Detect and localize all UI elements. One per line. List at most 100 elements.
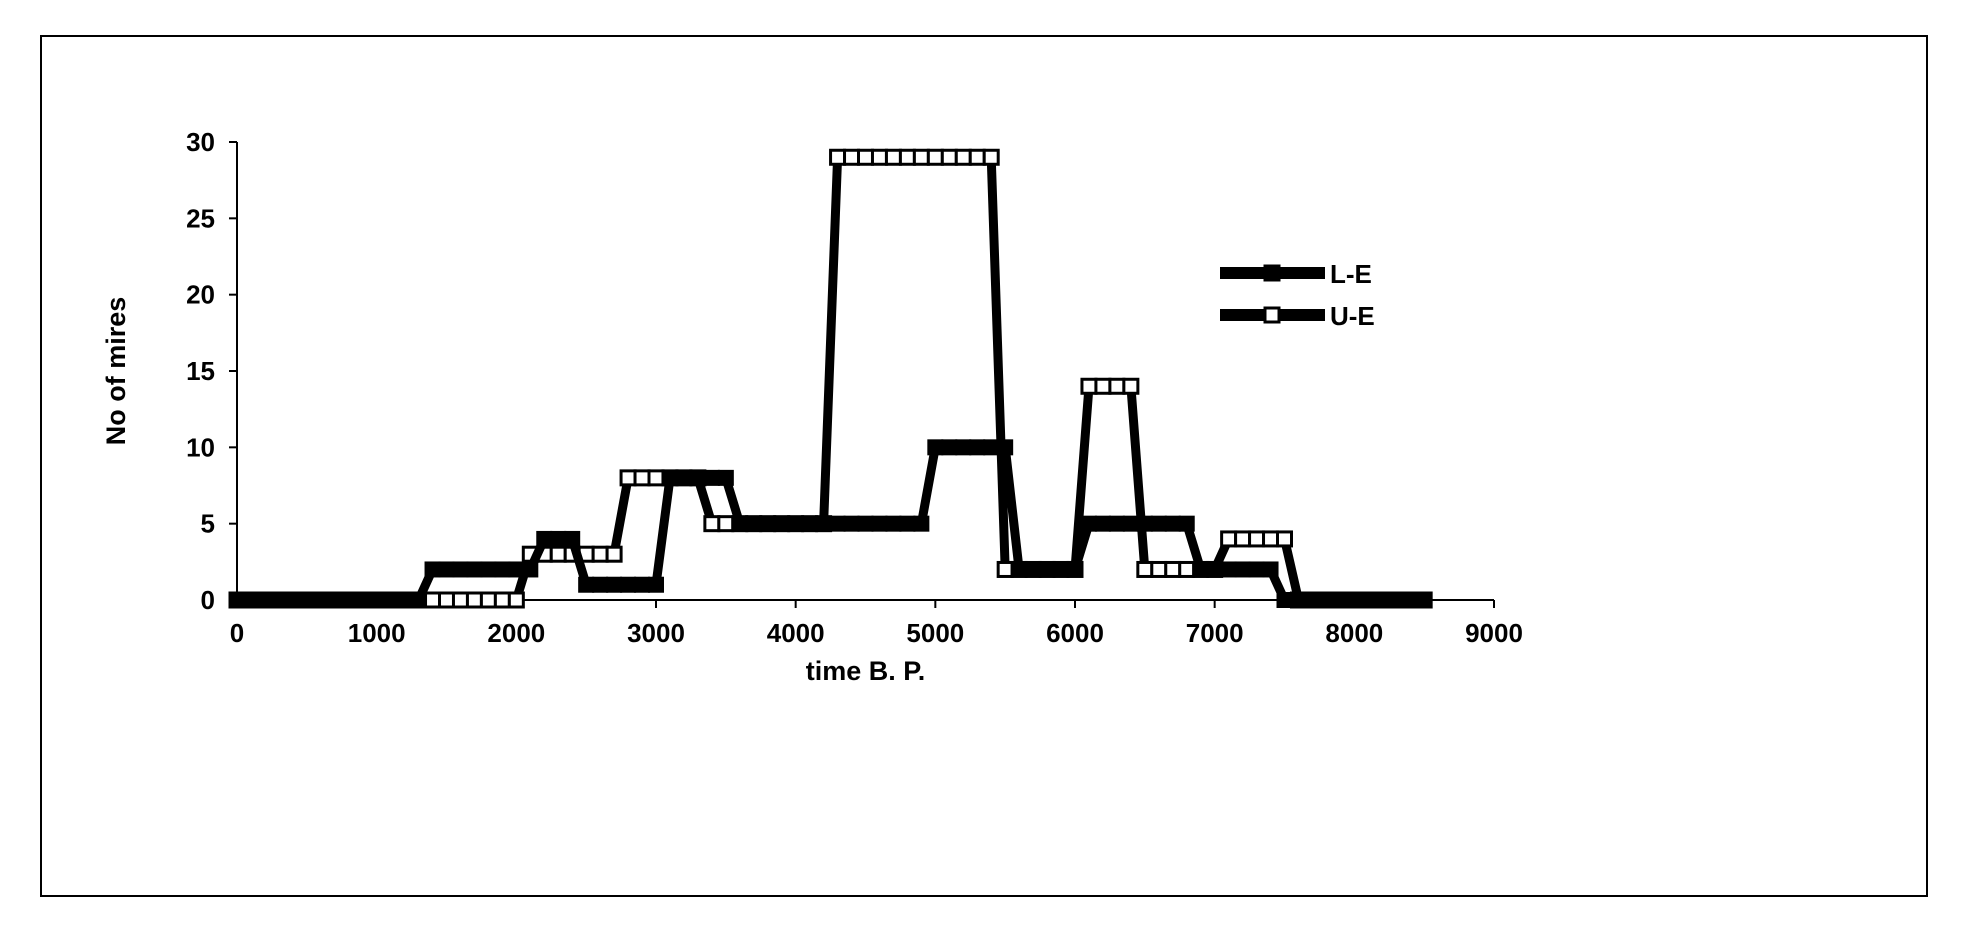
data-point-L-E [382, 592, 399, 608]
data-point-L-E [466, 561, 483, 578]
data-point-L-E [1164, 515, 1181, 532]
data-point-L-E [340, 592, 357, 608]
data-point-L-E [1192, 561, 1209, 578]
data-point-L-E [452, 561, 469, 578]
data-point-L-E [969, 439, 986, 456]
x-tick-label: 0 [230, 618, 244, 648]
data-point-U-E [1276, 530, 1293, 548]
data-point-L-E [1234, 561, 1251, 578]
legend-marker-U-E [1263, 306, 1281, 324]
data-point-U-E [1136, 560, 1154, 578]
series-U-E [228, 148, 1433, 609]
data-point-U-E [1164, 560, 1182, 578]
data-point-U-E [1262, 530, 1280, 548]
data-point-L-E [1178, 515, 1195, 532]
x-tick-label: 7000 [1186, 618, 1244, 648]
data-point-U-E [438, 591, 455, 609]
data-point-U-E [1234, 530, 1252, 548]
data-point-U-E [591, 545, 609, 563]
x-tick-label: 1000 [348, 618, 406, 648]
data-point-L-E [410, 592, 427, 608]
data-point-U-E [829, 148, 847, 166]
data-point-U-E [912, 148, 930, 166]
data-point-L-E [536, 530, 553, 547]
data-point-L-E [242, 592, 259, 608]
y-tick-label: 30 [186, 127, 215, 157]
y-axis-title: No of mires [101, 297, 131, 446]
data-point-U-E [605, 545, 623, 563]
data-point-U-E [1150, 560, 1168, 578]
data-point-U-E [1178, 560, 1196, 578]
data-point-L-E [1011, 561, 1028, 578]
data-point-U-E [843, 148, 861, 166]
x-tick-label: 2000 [487, 618, 545, 648]
legend-item-U-E: U-E [1220, 301, 1375, 331]
data-point-U-E [1108, 377, 1126, 395]
data-point-U-E [493, 591, 511, 609]
x-tick-label: 3000 [627, 618, 685, 648]
data-point-L-E [1025, 561, 1042, 578]
data-point-U-E [870, 148, 888, 166]
legend-marker-L-E [1263, 264, 1281, 282]
data-point-L-E [284, 592, 301, 608]
data-point-L-E [312, 592, 329, 608]
data-point-L-E [1332, 592, 1349, 608]
legend-item-L-E: L-E [1220, 259, 1372, 289]
data-point-U-E [647, 469, 665, 487]
data-point-L-E [229, 592, 245, 608]
data-point-L-E [480, 561, 497, 578]
data-point-L-E [703, 469, 720, 486]
y-tick-label: 25 [186, 203, 215, 233]
data-point-L-E [1388, 592, 1405, 608]
data-point-L-E [773, 515, 790, 532]
data-point-L-E [1136, 515, 1153, 532]
data-point-L-E [815, 515, 832, 532]
data-point-L-E [675, 469, 692, 486]
data-point-U-E [479, 591, 497, 609]
data-point-L-E [354, 592, 371, 608]
data-point-L-E [1276, 592, 1293, 608]
data-point-L-E [801, 515, 818, 532]
data-point-L-E [1360, 592, 1377, 608]
data-point-U-E [619, 469, 637, 487]
data-point-L-E [1346, 592, 1363, 608]
data-point-L-E [1220, 561, 1237, 578]
data-point-L-E [1262, 561, 1279, 578]
data-point-L-E [899, 515, 916, 532]
x-tick-label: 4000 [767, 618, 825, 648]
data-point-L-E [270, 592, 287, 608]
data-point-U-E [451, 591, 469, 609]
data-point-L-E [396, 592, 413, 608]
data-point-U-E [507, 591, 525, 609]
data-point-L-E [1248, 561, 1265, 578]
data-point-L-E [494, 561, 511, 578]
data-point-U-E [1094, 377, 1112, 395]
data-point-L-E [326, 592, 343, 608]
data-point-L-E [1067, 561, 1083, 578]
data-point-L-E [606, 576, 623, 593]
x-tick-label: 6000 [1046, 618, 1104, 648]
chart-frame: 0 5 10 15 20 25 30 0 1000 2000 3000 4000 5000 6000 70… [40, 35, 1928, 897]
data-point-U-E [703, 515, 721, 533]
data-point-U-E [465, 591, 483, 609]
data-point-L-E [1374, 592, 1391, 608]
data-point-U-E [996, 560, 1014, 578]
data-point-L-E [689, 469, 706, 486]
data-point-L-E [256, 592, 273, 608]
legend-label-U-E: U-E [1330, 301, 1375, 331]
data-point-L-E [1122, 515, 1139, 532]
data-point-U-E [1122, 377, 1140, 395]
x-axis-title: time B. P. [806, 656, 926, 686]
data-point-U-E [926, 148, 944, 166]
x-tick-label: 5000 [906, 618, 964, 648]
data-point-L-E [661, 469, 678, 486]
data-point-L-E [983, 439, 1000, 456]
data-point-L-E [1402, 592, 1419, 608]
data-point-U-E [1248, 530, 1266, 548]
y-tick-label: 0 [201, 585, 215, 615]
legend: L-E U-E [1220, 259, 1375, 331]
data-point-L-E [913, 515, 930, 532]
data-point-U-E [898, 148, 916, 166]
y-tick-label: 5 [201, 509, 215, 539]
y-ticks: 0 5 10 15 20 25 30 [186, 127, 237, 615]
